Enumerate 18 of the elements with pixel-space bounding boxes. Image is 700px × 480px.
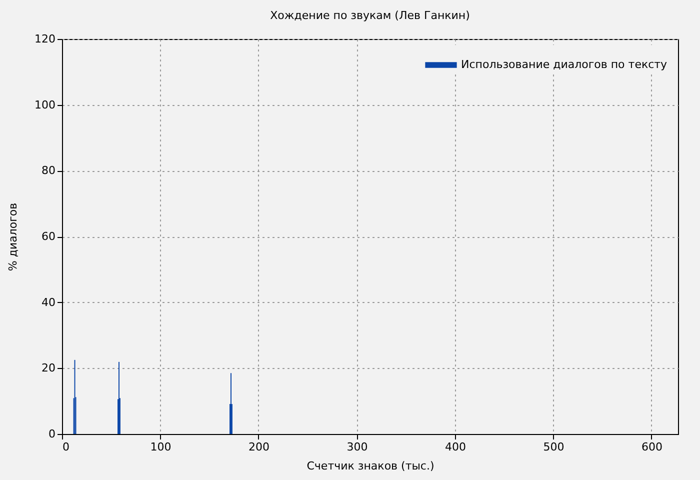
y-tick-label: 120 (34, 32, 56, 46)
x-tick-label: 500 (543, 440, 564, 454)
x-axis-title: Счетчик знаков (тыс.) (306, 460, 434, 472)
x-tick-label: 0 (62, 440, 70, 454)
x-tick-label: 200 (248, 440, 270, 454)
y-axis-title: % диалогов (6, 202, 20, 272)
y-tick-label: 40 (42, 296, 56, 309)
y-tick-label: 0 (48, 428, 56, 440)
x-tick-label: 600 (641, 440, 662, 454)
x-tick-label: 300 (346, 440, 368, 454)
y-tick-label: 20 (42, 362, 56, 375)
y-tick-label: 100 (34, 98, 56, 112)
x-tick-label: 100 (150, 440, 172, 454)
legend-label: Использование диалогов по тексту (461, 58, 668, 71)
y-tick-label: 80 (42, 164, 56, 178)
y-tick-label: 60 (42, 230, 56, 243)
x-tick-label: 400 (444, 440, 466, 454)
chart-title: Хождение по звукам (Лев Ганкин) (270, 9, 470, 22)
